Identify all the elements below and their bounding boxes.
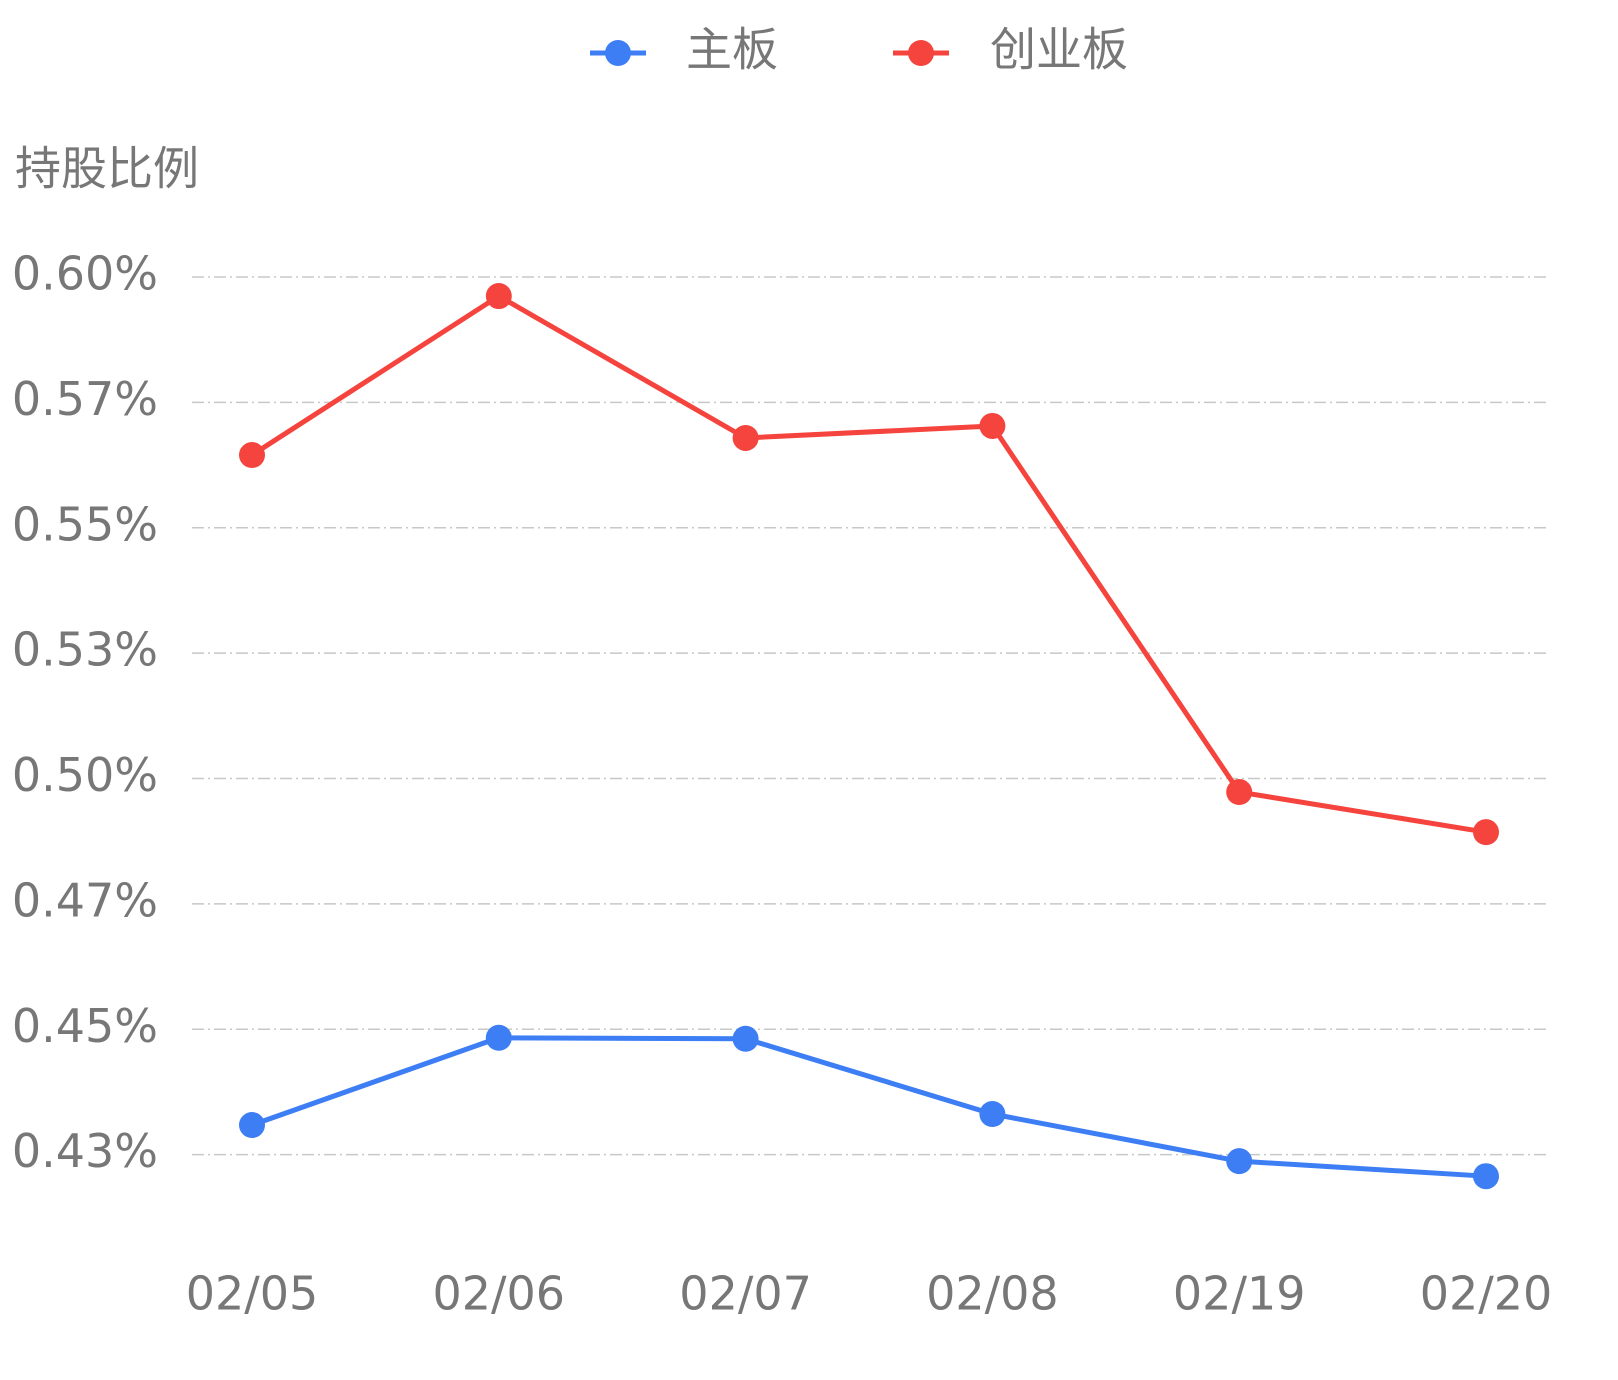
series-line [250, 293, 1487, 835]
y-tick-label: 0.50% [12, 748, 158, 802]
legend-label: 主板 [686, 23, 778, 77]
x-tick-label: 02/05 [186, 1267, 319, 1321]
data-point [485, 283, 512, 310]
data-point [1226, 1148, 1253, 1175]
legend-marker [908, 40, 934, 66]
legend-marker [605, 40, 631, 66]
series-line [251, 1035, 1487, 1179]
x-tick-label: 02/20 [1420, 1267, 1553, 1321]
y-axis-title: 持股比例 [15, 142, 199, 196]
x-tick-label: 02/08 [926, 1267, 1059, 1321]
data-point [239, 442, 265, 469]
y-tick-label: 0.60% [12, 247, 158, 301]
data-point [1226, 779, 1253, 806]
legend-label: 创业板 [990, 23, 1128, 77]
y-tick-label: 0.47% [12, 873, 158, 927]
data-point [1473, 819, 1499, 846]
data-point [732, 424, 759, 451]
x-tick-label: 02/19 [1173, 1267, 1306, 1321]
data-point [979, 1101, 1006, 1128]
x-tick-label: 02/07 [679, 1267, 812, 1321]
y-tick-label: 0.43% [12, 1124, 158, 1178]
y-tick-label: 0.55% [12, 497, 158, 551]
x-tick-label: 02/06 [433, 1267, 566, 1321]
data-point [239, 1112, 265, 1139]
data-point [485, 1024, 512, 1051]
data-point [732, 1025, 759, 1052]
y-tick-label: 0.45% [12, 999, 158, 1053]
y-tick-label: 0.53% [12, 623, 158, 677]
data-point [979, 412, 1006, 439]
y-tick-label: 0.57% [12, 372, 158, 426]
data-point [1473, 1163, 1499, 1190]
